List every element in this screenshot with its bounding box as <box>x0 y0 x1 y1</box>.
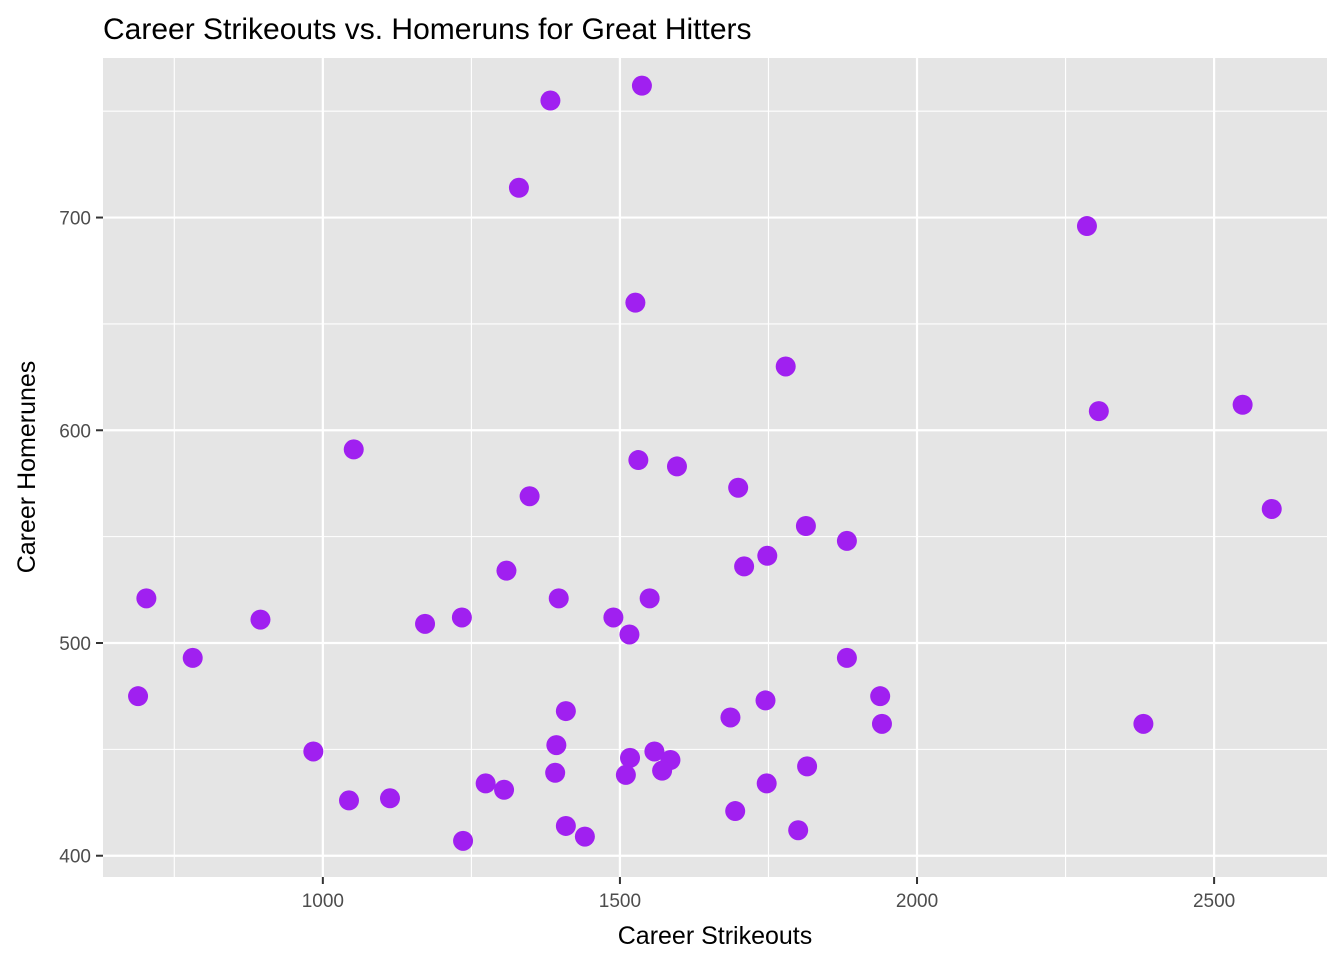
data-point <box>415 613 436 634</box>
data-points <box>128 75 1282 851</box>
data-point <box>797 756 818 777</box>
major-gridlines <box>103 58 1327 877</box>
data-point <box>1232 394 1253 415</box>
data-point <box>1088 401 1109 422</box>
data-point <box>603 607 624 628</box>
data-point <box>756 773 777 794</box>
data-point <box>136 588 157 609</box>
data-point <box>870 686 891 707</box>
x-axis: 1000 1500 2000 2500 <box>302 877 1235 912</box>
data-point <box>620 747 641 768</box>
data-point <box>836 530 857 551</box>
data-point <box>546 735 567 756</box>
data-point <box>128 686 149 707</box>
x-tick-label: 2000 <box>896 891 938 912</box>
data-point <box>496 560 517 581</box>
data-point <box>574 826 595 847</box>
data-point <box>725 801 746 822</box>
data-point <box>1076 216 1097 237</box>
data-point <box>836 647 857 668</box>
data-point <box>666 456 687 477</box>
data-point <box>519 486 540 507</box>
chart-title: Career Strikeouts vs. Homeruns for Great… <box>103 13 752 46</box>
data-point <box>728 477 749 498</box>
data-point <box>182 647 203 668</box>
y-tick-label: 700 <box>59 209 91 230</box>
data-point <box>555 701 576 722</box>
data-point <box>619 624 640 645</box>
data-point <box>615 764 636 785</box>
data-point <box>871 713 892 734</box>
y-tick-label: 600 <box>59 421 91 442</box>
data-point <box>644 741 665 762</box>
data-point <box>734 556 755 577</box>
data-point <box>494 779 515 800</box>
data-point <box>720 707 741 728</box>
data-point <box>755 690 776 711</box>
data-point <box>343 439 364 460</box>
y-tick-label: 400 <box>59 847 91 868</box>
data-point <box>451 607 472 628</box>
x-tick-label: 1000 <box>302 891 344 912</box>
y-axis: 400 500 600 700 <box>59 209 103 868</box>
data-point <box>788 820 809 841</box>
data-point <box>555 815 576 836</box>
data-point <box>631 75 652 96</box>
data-point <box>795 516 816 536</box>
x-tick-label: 1500 <box>599 891 641 912</box>
x-axis-label: Career Strikeouts <box>618 922 813 950</box>
data-point <box>475 773 496 794</box>
data-point <box>545 762 566 783</box>
data-point <box>303 741 324 762</box>
data-point <box>1261 498 1282 519</box>
y-tick-label: 500 <box>59 634 91 655</box>
data-point <box>338 790 359 811</box>
data-point <box>625 292 646 313</box>
data-point <box>508 177 529 198</box>
data-point <box>250 609 271 630</box>
plot-panel <box>103 58 1327 877</box>
data-point <box>1133 713 1154 734</box>
data-point <box>453 830 474 851</box>
x-tick-label: 2500 <box>1193 891 1235 912</box>
data-point <box>639 588 660 609</box>
data-point <box>775 356 796 377</box>
data-point <box>379 788 400 809</box>
data-point <box>548 588 569 609</box>
data-point <box>652 760 673 781</box>
data-point <box>757 545 778 566</box>
data-point <box>540 90 561 111</box>
y-axis-label: Career Homerunes <box>13 361 41 574</box>
data-point <box>628 450 649 471</box>
